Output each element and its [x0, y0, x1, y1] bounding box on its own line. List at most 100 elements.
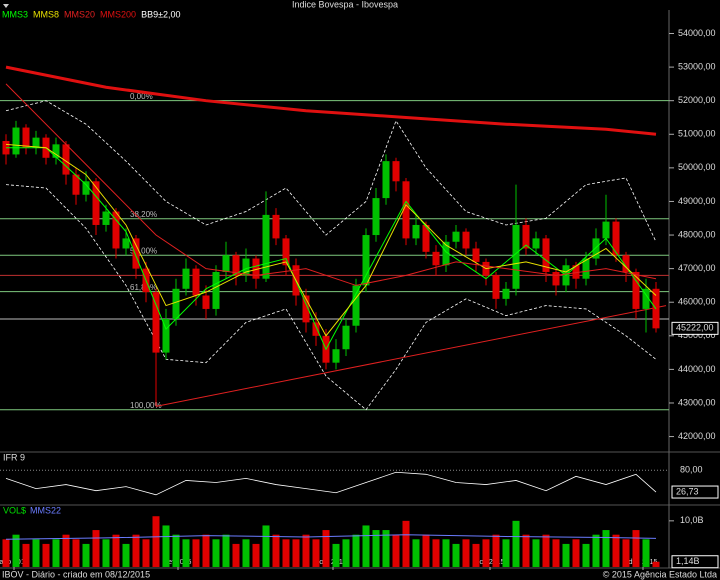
value-box	[671, 321, 719, 335]
candle-body	[422, 224, 430, 252]
volume-bar	[22, 543, 30, 567]
volume-bar	[242, 539, 250, 567]
legend-entry: MMS8	[33, 9, 59, 19]
candle-body	[382, 161, 390, 199]
candle-body	[222, 255, 230, 272]
candle-body	[632, 271, 640, 309]
candle-body	[252, 258, 260, 279]
y-tick-label: 50000,00	[678, 162, 716, 172]
moving-average	[5, 143, 657, 337]
candle-body	[602, 221, 610, 239]
volume-bar	[572, 539, 580, 567]
volume-bar	[562, 543, 570, 567]
volume-bar	[112, 534, 120, 567]
value-label: 1,14B	[676, 556, 700, 566]
candle-body	[532, 238, 540, 249]
fib-label: 100,00%	[130, 401, 162, 410]
y-tick-label: 51000,00	[678, 129, 716, 139]
candle-body	[432, 251, 440, 266]
candle-body	[72, 174, 80, 195]
volume-bar	[432, 539, 440, 567]
menu-arrow[interactable]	[3, 4, 9, 8]
volume-bar	[422, 534, 430, 567]
candle-body	[512, 224, 520, 289]
volume-bar	[142, 539, 150, 567]
candle-body	[492, 275, 500, 299]
candle-body	[282, 238, 290, 266]
volume-bar	[532, 539, 540, 567]
y-tick-label: 80,00	[680, 465, 703, 475]
candle-body	[152, 292, 160, 353]
candle-body	[352, 285, 360, 326]
volume-bar	[592, 534, 600, 567]
candle-body	[472, 248, 480, 262]
candle-body	[622, 255, 630, 272]
candle-body	[82, 181, 90, 195]
y-tick-label: 45000,00	[678, 330, 716, 340]
candle-body	[462, 231, 470, 249]
volume-bar	[482, 539, 490, 567]
candle-body	[62, 144, 70, 175]
volume-bar	[402, 520, 410, 567]
candle-body	[542, 238, 550, 272]
volume-bar	[262, 525, 270, 567]
value-label: 45222,00	[676, 323, 714, 333]
candle-body	[242, 258, 250, 276]
candle-body	[52, 144, 60, 158]
candle-body	[642, 288, 650, 309]
candle-body	[162, 319, 170, 353]
value-box	[671, 555, 719, 569]
candle-body	[202, 295, 210, 309]
volume-bar	[272, 534, 280, 567]
volume-bar	[122, 543, 130, 567]
panel-title: IFR 9	[3, 452, 25, 462]
y-tick-label: 52000,00	[678, 95, 716, 105]
volume-bar	[332, 543, 340, 567]
candle-body	[232, 255, 240, 276]
y-tick-label: 46000,00	[678, 297, 716, 307]
candle-body	[372, 198, 380, 236]
volume-ma	[5, 534, 657, 540]
candle-body	[502, 288, 510, 299]
candle-body	[582, 258, 590, 279]
panel-title: VOL$	[3, 505, 26, 515]
candle-body	[552, 271, 560, 286]
y-tick-label: 42000,00	[678, 431, 716, 441]
volume-bar	[612, 534, 620, 567]
volume-bar	[172, 534, 180, 567]
volume-bar	[62, 534, 70, 567]
fib-label: 50,00%	[130, 246, 157, 255]
candle-body	[212, 271, 220, 309]
volume-bar	[102, 539, 110, 567]
candle-body	[442, 241, 450, 266]
y-tick-label: 10,0B	[680, 515, 704, 525]
volume-bar	[462, 539, 470, 567]
candle-body	[272, 214, 280, 239]
candle-body	[412, 224, 420, 239]
bollinger-lower	[5, 184, 657, 411]
y-tick-label: 53000,00	[678, 61, 716, 71]
candle-body	[312, 322, 320, 336]
volume-bar	[502, 539, 510, 567]
y-tick-label: 44000,00	[678, 364, 716, 374]
legend-entry: MMS3	[2, 9, 28, 19]
candle-body	[522, 224, 530, 249]
volume-bar	[92, 530, 100, 567]
volume-bar	[452, 543, 460, 567]
volume-bar	[282, 539, 290, 567]
volume-bar	[162, 525, 170, 567]
volume-bar	[392, 534, 400, 567]
candle-body	[32, 137, 40, 148]
volume-bar	[512, 520, 520, 567]
volume-bar	[52, 539, 60, 567]
moving-average	[5, 65, 657, 136]
volume-bar	[192, 539, 200, 567]
candle-body	[172, 288, 180, 320]
volume-bar	[252, 543, 260, 567]
footer-right: © 2015 Agência Estado Ltda	[603, 569, 717, 579]
volume-bar	[82, 543, 90, 567]
volume-bar	[322, 530, 330, 567]
candle-body	[132, 238, 140, 269]
